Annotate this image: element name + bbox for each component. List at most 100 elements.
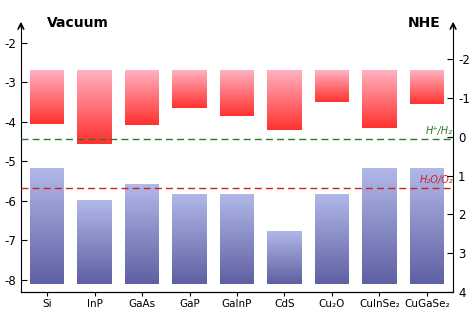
Bar	[267, 87, 301, 88]
Bar	[30, 113, 64, 114]
Bar	[315, 261, 349, 263]
Bar	[30, 238, 64, 239]
Bar	[363, 80, 397, 81]
Bar	[363, 194, 397, 196]
Bar	[220, 80, 254, 81]
Bar	[220, 248, 254, 249]
Bar	[125, 205, 159, 206]
Bar	[220, 198, 254, 199]
Bar	[30, 242, 64, 244]
Bar	[220, 230, 254, 231]
Bar	[363, 78, 397, 79]
Bar	[410, 281, 444, 283]
Bar	[173, 221, 207, 222]
Bar	[125, 101, 159, 102]
Bar	[410, 175, 444, 177]
Bar	[267, 118, 301, 119]
Bar	[220, 100, 254, 101]
Bar	[220, 274, 254, 275]
Bar	[30, 109, 64, 110]
Bar	[30, 281, 64, 283]
Bar	[267, 242, 301, 243]
Bar	[363, 274, 397, 275]
Bar	[267, 100, 301, 101]
Bar	[77, 279, 111, 280]
Bar	[173, 239, 207, 240]
Bar	[30, 233, 64, 235]
Bar	[315, 260, 349, 261]
Bar	[315, 84, 349, 85]
Bar	[315, 238, 349, 239]
Bar	[220, 221, 254, 222]
Bar	[363, 248, 397, 249]
Bar	[77, 222, 111, 223]
Bar	[363, 222, 397, 223]
Bar	[220, 256, 254, 257]
Bar	[30, 105, 64, 106]
Bar	[125, 102, 159, 103]
Bar	[267, 96, 301, 97]
Bar	[77, 131, 111, 132]
Bar	[77, 76, 111, 77]
Bar	[77, 254, 111, 255]
Bar	[220, 270, 254, 272]
Bar	[410, 172, 444, 174]
Bar	[220, 71, 254, 72]
Bar	[315, 207, 349, 208]
Bar	[363, 261, 397, 262]
Bar	[363, 111, 397, 112]
Bar	[220, 106, 254, 107]
Bar	[410, 78, 444, 79]
Bar	[267, 270, 301, 271]
Bar	[363, 252, 397, 254]
Bar	[77, 244, 111, 245]
Bar	[77, 89, 111, 90]
Bar	[77, 117, 111, 118]
Bar	[77, 202, 111, 203]
Bar	[220, 265, 254, 266]
Bar	[77, 214, 111, 216]
Bar	[410, 76, 444, 77]
Bar	[410, 201, 444, 203]
Bar	[267, 109, 301, 110]
Bar	[363, 89, 397, 90]
Bar	[77, 272, 111, 274]
Bar	[30, 73, 64, 74]
Bar	[77, 257, 111, 258]
Bar	[315, 201, 349, 202]
Bar	[267, 86, 301, 87]
Bar	[220, 195, 254, 196]
Bar	[125, 281, 159, 283]
Bar	[77, 267, 111, 268]
Bar	[267, 283, 301, 284]
Bar	[363, 198, 397, 200]
Bar	[410, 239, 444, 240]
Bar	[173, 80, 207, 81]
Bar	[125, 224, 159, 225]
Bar	[30, 120, 64, 121]
Bar	[30, 115, 64, 116]
Bar	[30, 114, 64, 115]
Bar	[315, 229, 349, 230]
Bar	[77, 225, 111, 226]
Bar	[363, 223, 397, 224]
Bar	[315, 230, 349, 231]
Bar	[30, 248, 64, 249]
Bar	[30, 90, 64, 91]
Bar	[125, 228, 159, 229]
Bar	[77, 87, 111, 88]
Bar	[410, 84, 444, 85]
Bar	[363, 281, 397, 283]
Bar	[30, 255, 64, 256]
Bar	[30, 80, 64, 81]
Bar	[30, 112, 64, 113]
Bar	[410, 230, 444, 232]
Bar	[220, 234, 254, 235]
Bar	[77, 116, 111, 117]
Bar	[315, 275, 349, 276]
Bar	[125, 75, 159, 76]
Bar	[267, 237, 301, 238]
Bar	[410, 101, 444, 102]
Bar	[173, 282, 207, 283]
Bar	[77, 129, 111, 130]
